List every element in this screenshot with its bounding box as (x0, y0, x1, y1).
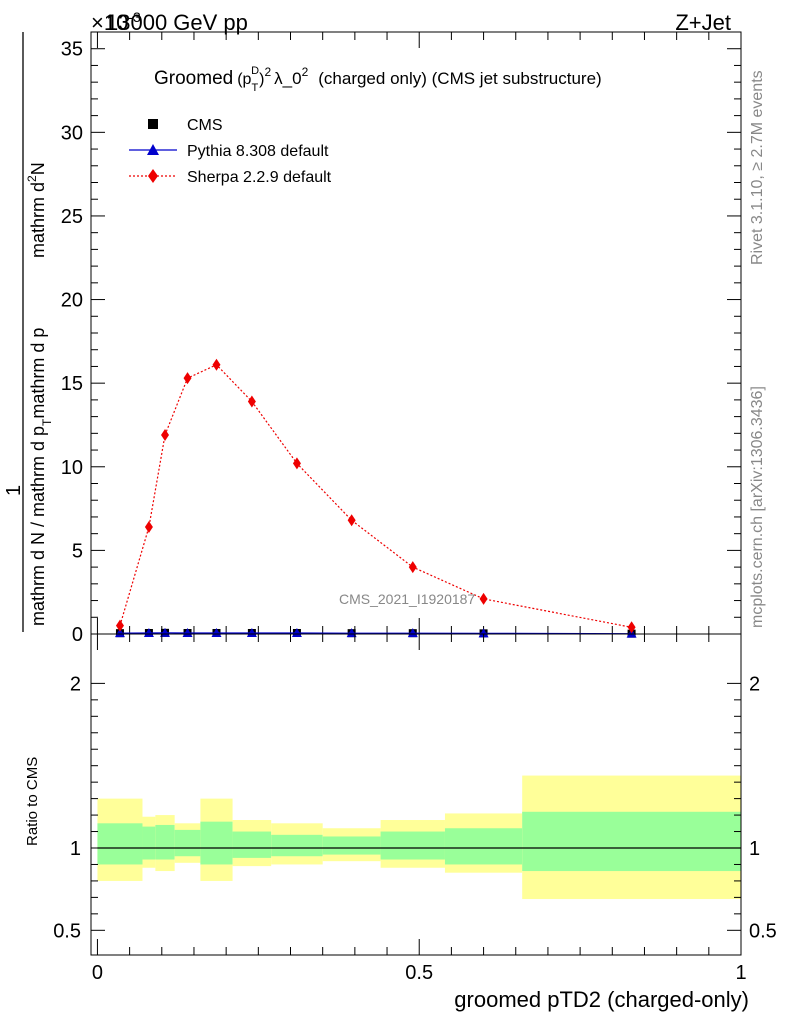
sherpa-point (479, 592, 488, 605)
pythia-point (114, 628, 125, 638)
main-panel: 0 5 10 15 20 25 30 35 CMS Pythia 8.308 default She… (61, 31, 742, 646)
main-y-tick-label: 30 (61, 122, 83, 144)
ratio-inner-band (142, 826, 156, 860)
main-y-tick-label: 10 (61, 457, 83, 479)
main-y-tick-label: 25 (61, 206, 83, 228)
process-label: Z+Jet (675, 10, 731, 35)
exponent-label: ×10-3 (91, 9, 141, 35)
svg-text:1: 1 (3, 485, 25, 496)
ratio-y-axis-label: Ratio to CMS (24, 757, 41, 846)
ratio-y-tick-label: 1 (70, 838, 81, 860)
pythia-point (478, 628, 489, 638)
ratio-inner-band (97, 823, 143, 865)
main-y-tick-label: 5 (72, 540, 83, 562)
main-y-tick-label: 35 (61, 39, 83, 61)
legend-label: Sherpa 2.2.9 default (187, 169, 332, 186)
plot-title: Groomed (pTD)2 λ_02 (charged only) (CMS jet… (154, 65, 602, 94)
watermark: CMS_2021_I1920187 (339, 591, 475, 607)
ratio-inner-band (232, 831, 272, 858)
energy-label: 13000 GeV pp (106, 10, 248, 35)
x-tick-label: 1 (735, 962, 746, 984)
ratio-y-tick-label: 2 (70, 673, 81, 695)
sherpa-point (627, 621, 636, 634)
pythia-point (160, 627, 171, 637)
ratio-y-tick-label-right: 2 (749, 673, 760, 695)
legend-entry: CMS (148, 117, 223, 134)
ratio-inner-band (174, 829, 201, 857)
ratio-y-tick-label: 0.5 (53, 920, 81, 942)
legend-sherpa-marker (148, 169, 158, 183)
ratio-y-tick-label-right: 0.5 (749, 920, 777, 942)
sherpa-point (183, 372, 192, 385)
main-y-axis-label: 1 mathrm d N / mathrm d pTmathrm d p mat… (3, 32, 54, 632)
ylabel-numerator: mathrm d2N (25, 162, 48, 258)
pythia-point (246, 627, 257, 637)
sherpa-point (144, 520, 153, 533)
ratio-inner-band (155, 824, 175, 860)
legend-entry: Pythia 8.308 default (129, 143, 329, 160)
pythia-point (291, 627, 302, 637)
sherpa-point (161, 429, 170, 442)
ratio-inner-band (522, 811, 741, 872)
ratio-inner-band (200, 821, 233, 865)
pythia-point (407, 628, 418, 638)
mcplots-label: mcplots.cern.ch [arXiv:1306.3436] (749, 386, 766, 628)
x-tick-label: 0 (92, 962, 103, 984)
pythia-point (211, 627, 222, 637)
x-axis-label: groomed pTD2 (charged-only) (454, 987, 749, 1012)
legend-entry: Sherpa 2.2.9 default (129, 169, 332, 186)
sherpa-line (119, 364, 632, 628)
ratio-y-tick-label-right: 1 (749, 838, 760, 860)
legend-label: CMS (187, 117, 223, 134)
ratio-frame (90, 633, 742, 956)
ratio-panel: 0.5 0.51 12 20 0.5 1 (53, 633, 777, 984)
pythia-point (182, 627, 193, 637)
sherpa-point (115, 619, 124, 632)
ratio-inner-band (380, 831, 445, 860)
ratio-inner-band (444, 828, 523, 865)
legend-cms-marker (148, 119, 158, 129)
ratio-inner-band (271, 834, 323, 857)
legend-label: Pythia 8.308 default (187, 143, 329, 160)
legend-pythia-marker (147, 144, 159, 155)
sherpa-point (408, 561, 417, 574)
sherpa-point (292, 457, 301, 470)
main-y-tick-label: 0 (72, 624, 83, 646)
x-tick-label: 0.5 (405, 962, 433, 984)
sherpa-point (347, 514, 356, 527)
main-y-tick-label: 15 (61, 373, 83, 395)
pythia-point (346, 628, 357, 638)
sherpa-point (247, 395, 256, 408)
ylabel-denominator: mathrm d N / mathrm d pTmathrm d p (28, 328, 54, 626)
sherpa-point (212, 358, 221, 371)
pythia-point (143, 627, 154, 637)
ratio-inner-band (322, 836, 381, 855)
rivet-label: Rivet 3.1.10, ≥ 2.7M events (749, 70, 766, 265)
main-y-tick-label: 20 (61, 290, 83, 312)
